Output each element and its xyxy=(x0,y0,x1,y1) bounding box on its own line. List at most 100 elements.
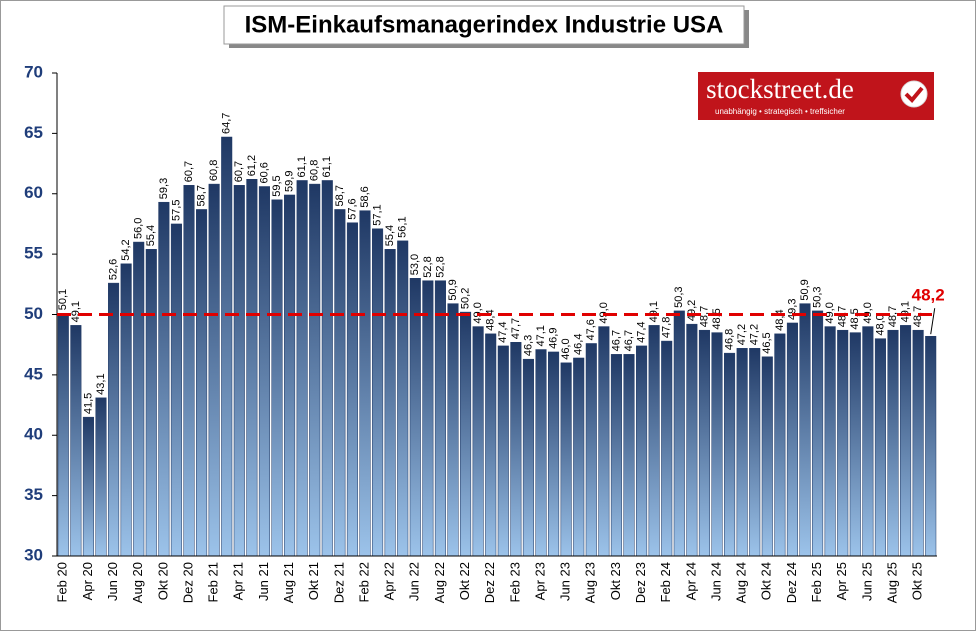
bar xyxy=(334,209,346,557)
logo-name: stockstreet.de xyxy=(706,74,854,104)
value-label: 52,6 xyxy=(107,259,119,280)
value-label: 46,5 xyxy=(761,332,773,353)
bar xyxy=(761,356,773,557)
x-tick-label: Feb 25 xyxy=(809,562,824,602)
x-tick-label: Okt 24 xyxy=(759,562,774,600)
x-tick-label: Apr 21 xyxy=(231,562,246,600)
x-tick-label: Aug 23 xyxy=(583,562,598,603)
value-label: 48,7 xyxy=(837,306,849,327)
bar xyxy=(397,240,409,557)
logo-check xyxy=(904,86,924,103)
value-label: 46,8 xyxy=(723,329,735,350)
bar xyxy=(912,329,924,557)
bar xyxy=(812,310,824,557)
bar xyxy=(284,194,296,557)
x-tick-label: Jun 24 xyxy=(708,562,723,601)
value-label: 60,7 xyxy=(233,161,245,182)
y-tick-label: 40 xyxy=(24,425,43,444)
x-tick-label: Aug 20 xyxy=(130,562,145,603)
value-label: 48,7 xyxy=(698,306,710,327)
value-label: 49,0 xyxy=(598,302,610,323)
bar xyxy=(120,263,132,557)
bar xyxy=(786,322,798,557)
x-tick-label: Feb 20 xyxy=(55,562,70,602)
value-label: 59,5 xyxy=(271,175,283,196)
value-label: 49,2 xyxy=(686,300,698,321)
x-tick-label: Jun 20 xyxy=(105,562,120,601)
bar xyxy=(799,303,811,557)
value-label: 59,3 xyxy=(158,178,170,199)
label-leader xyxy=(930,308,936,335)
x-tick-label: Aug 22 xyxy=(432,562,447,603)
bar xyxy=(874,338,886,557)
bar xyxy=(849,332,861,557)
title-box xyxy=(223,5,745,45)
value-label: 49,1 xyxy=(648,301,660,322)
x-tick-label: Jun 21 xyxy=(256,562,271,601)
x-tick-label: Apr 23 xyxy=(532,562,547,600)
value-label: 43,1 xyxy=(95,373,107,394)
value-label: 46,7 xyxy=(610,330,622,351)
value-label: 50,2 xyxy=(459,288,471,309)
bar xyxy=(610,354,622,557)
y-tick-label: 50 xyxy=(24,304,43,323)
value-label: 60,7 xyxy=(183,161,195,182)
bar xyxy=(70,325,82,557)
value-label: 46,0 xyxy=(560,338,572,359)
value-label: 49,3 xyxy=(786,299,798,320)
value-label: 46,3 xyxy=(522,335,534,356)
value-label: 53,0 xyxy=(409,254,421,275)
logo-box xyxy=(698,72,934,120)
value-label: 50,9 xyxy=(799,279,811,300)
bar xyxy=(447,303,459,557)
value-label: 47,7 xyxy=(510,318,522,339)
bar xyxy=(409,278,421,557)
bar xyxy=(824,326,836,557)
bar xyxy=(661,340,673,557)
y-tick-label: 30 xyxy=(24,545,43,564)
value-label: 56,0 xyxy=(133,218,145,239)
bar xyxy=(108,282,120,557)
bar xyxy=(636,345,648,557)
bar xyxy=(271,199,283,557)
x-tick-label: Okt 20 xyxy=(155,562,170,600)
x-tick-label: Jun 23 xyxy=(558,562,573,601)
bar xyxy=(434,280,446,557)
x-tick-label: Apr 25 xyxy=(834,562,849,600)
value-label-highlight: 48,2 xyxy=(912,286,945,305)
bar xyxy=(485,333,497,557)
bar xyxy=(321,180,333,557)
bar xyxy=(497,345,509,557)
x-tick-label: Apr 22 xyxy=(382,562,397,600)
bar xyxy=(95,397,107,557)
value-label: 49,0 xyxy=(862,302,874,323)
bar xyxy=(359,210,371,557)
bar xyxy=(372,228,384,557)
value-label: 56,1 xyxy=(397,216,409,237)
x-tick-label: Okt 21 xyxy=(306,562,321,600)
value-label: 61,2 xyxy=(246,155,258,176)
bar xyxy=(900,325,912,557)
bar xyxy=(233,185,245,557)
bar xyxy=(598,326,610,557)
bar xyxy=(698,329,710,557)
value-label: 47,2 xyxy=(749,324,761,345)
bar xyxy=(346,222,358,557)
value-label: 52,8 xyxy=(422,256,434,277)
bar xyxy=(296,180,308,557)
bar xyxy=(258,186,270,557)
x-tick-label: Aug 24 xyxy=(734,562,749,603)
x-tick-label: Dez 24 xyxy=(784,562,799,603)
bar xyxy=(724,352,736,557)
value-label: 49,1 xyxy=(70,301,82,322)
bar xyxy=(246,179,258,557)
value-label: 57,5 xyxy=(170,200,182,221)
bar xyxy=(145,249,157,557)
value-label: 48,7 xyxy=(912,306,924,327)
x-tick-label: Feb 23 xyxy=(507,562,522,602)
x-tick-label: Feb 24 xyxy=(658,562,673,602)
value-label: 47,8 xyxy=(661,317,673,338)
value-label: 50,3 xyxy=(673,286,685,307)
bar xyxy=(221,136,233,557)
x-tick-label: Aug 21 xyxy=(281,562,296,603)
